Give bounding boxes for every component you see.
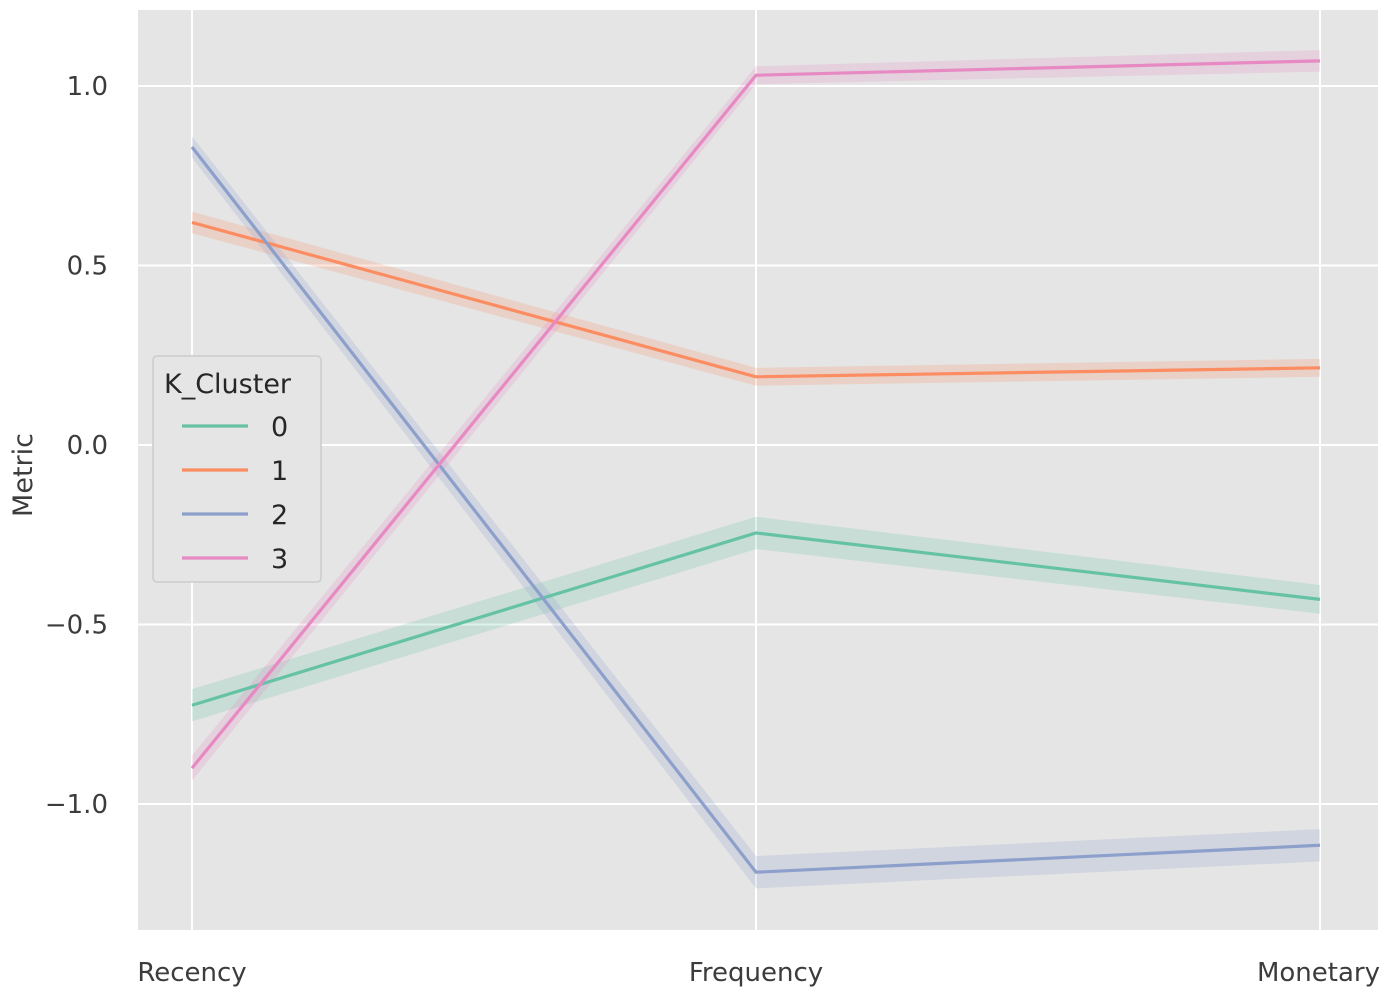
y-axis-label: Metric <box>8 433 39 517</box>
y-tick-label-1: 0.5 <box>67 252 108 282</box>
x-tick-label-frequency: Frequency <box>689 958 823 988</box>
x-tick-label-recency: Recency <box>137 958 246 988</box>
line-cluster-3 <box>190 59 1321 770</box>
y-tick-label-3: −0.5 <box>45 611 108 641</box>
series-lines <box>190 59 1321 874</box>
legend-label-3: 3 <box>271 544 288 575</box>
plot-background <box>138 10 1378 930</box>
line-cluster-2 <box>190 146 1321 874</box>
y-tick-label-2: 0.0 <box>67 431 108 461</box>
y-tick-label-0: 1.0 <box>67 72 108 102</box>
legend: K_Cluster 0 1 2 3 <box>152 355 322 583</box>
x-tick-label-monetary: Monetary <box>1257 958 1380 988</box>
y-tick-labels: 1.0 0.5 0.0 −0.5 −1.0 <box>45 72 108 820</box>
legend-label-1: 1 <box>271 456 288 487</box>
band-cluster-0 <box>192 516 1320 722</box>
y-tick-label-4: −1.0 <box>45 790 108 820</box>
legend-label-2: 2 <box>271 500 288 531</box>
line-cluster-0 <box>191 531 1321 707</box>
x-tick-labels: Recency Frequency Monetary <box>137 958 1380 988</box>
legend-label-0: 0 <box>271 412 288 443</box>
legend-title: K_Cluster <box>164 369 292 400</box>
line-cluster-1 <box>191 220 1321 379</box>
legend-items: 0 1 2 3 <box>182 412 288 575</box>
